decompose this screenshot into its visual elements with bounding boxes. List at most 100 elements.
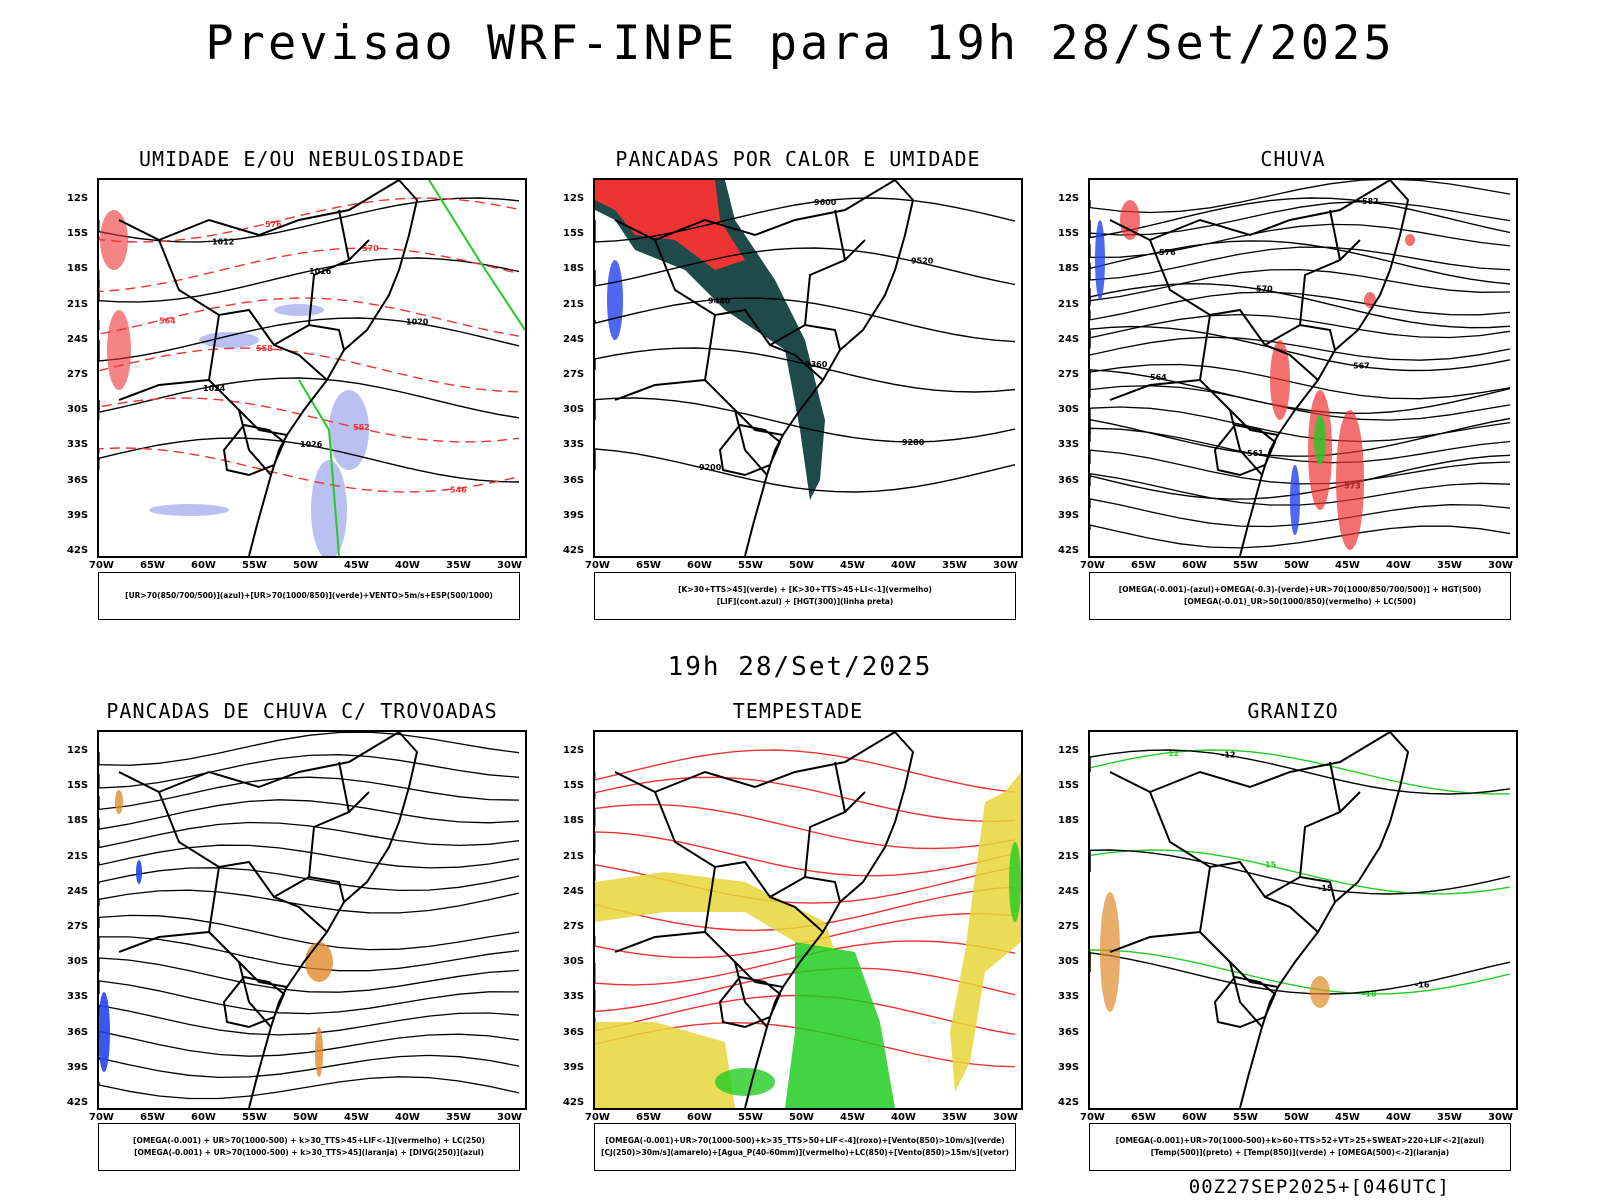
legend-line: [OMEGA(-0.001) + UR>70(1000-500) + k>30_… xyxy=(134,1148,484,1157)
jet-area xyxy=(950,772,1021,1092)
streamline xyxy=(99,1054,520,1079)
country-border xyxy=(338,761,350,813)
contour-line xyxy=(1090,949,1511,995)
latitude-label: 36S xyxy=(1058,474,1080,486)
shaded-area xyxy=(100,210,128,270)
contour-label: 9280 xyxy=(902,438,925,447)
shaded-area xyxy=(136,860,142,884)
country-border xyxy=(238,961,272,1028)
streamline xyxy=(1090,473,1511,506)
contour-line xyxy=(99,347,520,393)
map-svg: 582576570567564561573 xyxy=(1090,180,1511,556)
map-panel xyxy=(97,730,527,1110)
latitude-label: 42S xyxy=(563,1097,585,1108)
country-border xyxy=(118,931,210,953)
shaded-area xyxy=(1310,976,1330,1008)
uruguay-outline xyxy=(222,975,286,1029)
latitude-label: 12S xyxy=(67,193,89,204)
latitude-label: 12S xyxy=(67,745,89,756)
country-border xyxy=(158,180,400,241)
longitude-label: 30W xyxy=(497,560,522,571)
latitude-label: 39S xyxy=(67,509,89,521)
latitude-label: 36S xyxy=(67,1026,89,1038)
streamline xyxy=(1090,246,1511,281)
country-border xyxy=(1149,732,1391,793)
streamline xyxy=(1090,449,1511,485)
latitude-label: 33S xyxy=(1058,439,1080,451)
streamline xyxy=(99,821,520,849)
shaded-area xyxy=(1314,415,1326,465)
contour-label: 576 xyxy=(1159,248,1176,257)
streamline xyxy=(1090,313,1511,339)
country-border xyxy=(834,761,846,813)
coastline xyxy=(248,732,419,1108)
shaded-area xyxy=(305,942,333,982)
contour-line xyxy=(99,297,520,337)
longitude-label: 45W xyxy=(840,560,865,571)
contour-label: 552 xyxy=(353,423,370,432)
longitude-label: 55W xyxy=(738,1112,763,1123)
shaded-area xyxy=(1290,465,1300,535)
streamline xyxy=(99,844,520,869)
latitude-label: 15S xyxy=(563,228,585,240)
latitude-label: 24S xyxy=(1058,333,1080,345)
country-border xyxy=(804,239,866,326)
longitude-label: 35W xyxy=(1437,1112,1462,1123)
legend-box: [OMEGA(-0.001)-(azul)+OMEGA(-0.3)-(verde… xyxy=(1089,572,1511,620)
red-area xyxy=(595,180,745,270)
map-svg: 12 15 -18 -12 -15 -16 xyxy=(1090,732,1511,1108)
uruguay-outline xyxy=(718,975,782,1029)
contour-line xyxy=(1090,282,1511,329)
contour-line xyxy=(99,447,520,493)
longitude-label: 60W xyxy=(191,560,216,571)
country-border xyxy=(614,219,656,241)
main-title: Previsao WRF-INPE para 19h 28/Set/2025 xyxy=(205,16,1395,71)
latitude-label: 42S xyxy=(1058,1097,1080,1108)
contour-label: 1024 xyxy=(203,384,226,393)
coastline xyxy=(744,180,915,556)
contour-line xyxy=(595,776,1016,823)
latitude-label: 24S xyxy=(1058,885,1080,897)
latitude-label: 24S xyxy=(67,333,89,345)
contour-line xyxy=(1090,197,1511,239)
streamline xyxy=(1090,336,1511,361)
latitude-label: 39S xyxy=(563,1061,585,1073)
latitude-label: 15S xyxy=(563,780,585,792)
latitude-label: 21S xyxy=(67,298,89,310)
contour-label: 564 xyxy=(1150,373,1167,382)
uruguay-outline xyxy=(718,423,782,477)
contour-line xyxy=(1090,417,1511,457)
legend-line: [UR>70(850/700/500)](azul)+[UR>70(1000/8… xyxy=(125,591,493,600)
streamline xyxy=(1090,498,1511,528)
contour-label: -16 xyxy=(1415,980,1430,989)
contour-line xyxy=(99,197,520,243)
latitude-label: 33S xyxy=(563,991,585,1003)
shaded-area xyxy=(1009,842,1021,922)
shaded-area xyxy=(107,310,131,390)
contour-label: 582 xyxy=(1362,197,1379,206)
country-border xyxy=(308,239,370,326)
country-border xyxy=(273,323,345,351)
longitude-label: 65W xyxy=(140,1112,165,1123)
longitude-label: 50W xyxy=(1284,1112,1309,1123)
contour-line xyxy=(595,448,1016,493)
shaded-area xyxy=(1336,410,1364,550)
streamline xyxy=(99,732,520,766)
longitude-label: 70W xyxy=(585,1112,610,1123)
longitude-label: 35W xyxy=(942,1112,967,1123)
longitude-label: 65W xyxy=(140,560,165,571)
country-border xyxy=(238,409,272,476)
contour-line xyxy=(1090,325,1511,372)
contour-line xyxy=(1090,749,1511,795)
contour-label: 570 xyxy=(1256,285,1273,294)
latitude-label: 30S xyxy=(1058,404,1080,416)
map-panel xyxy=(593,730,1023,1110)
map-panel: 9600 9520 9440 9360 9280 9200 xyxy=(593,178,1023,558)
country-border xyxy=(834,209,846,261)
latitude-label: 21S xyxy=(1058,850,1080,862)
shaded-area xyxy=(274,304,324,316)
country-border xyxy=(1109,379,1201,401)
contour-label: -18 xyxy=(1362,990,1377,999)
longitude-label: 45W xyxy=(1335,560,1360,571)
longitude-label: 55W xyxy=(242,1112,267,1123)
